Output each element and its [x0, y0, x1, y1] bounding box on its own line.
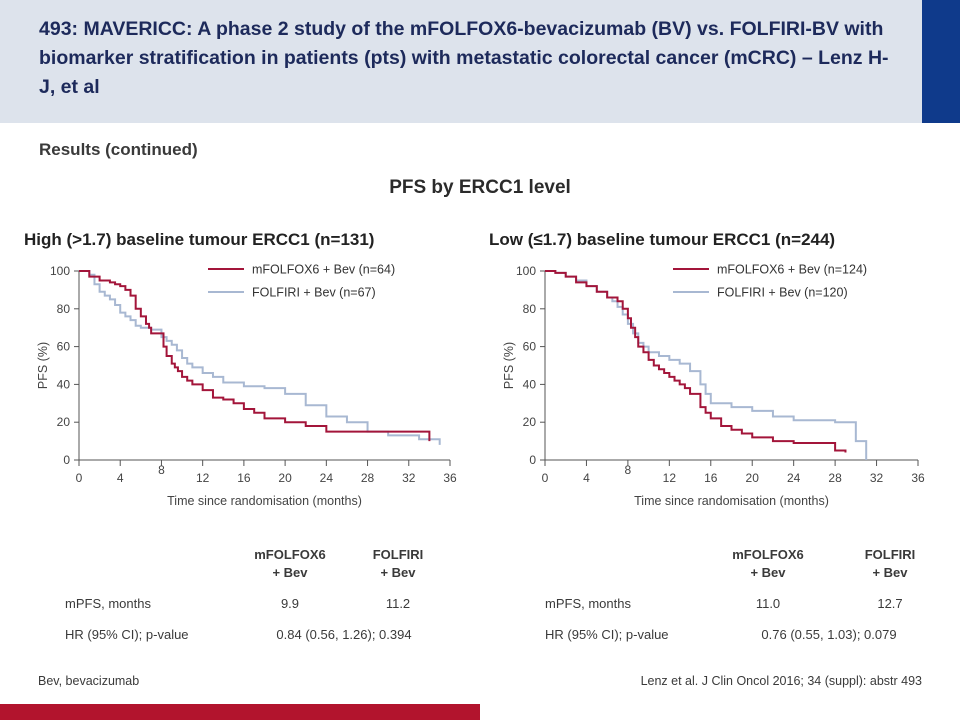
- right-x-tick-label: 16: [704, 471, 718, 485]
- right-row-mpfs-label: mPFS, months: [545, 596, 631, 611]
- right-x-tick-label: 4: [583, 471, 590, 485]
- left-x-tick-label: 16: [237, 471, 251, 485]
- left-y-tick-label: 20: [57, 415, 71, 429]
- left-x-tick-label: 24: [320, 471, 334, 485]
- left-y-tick-label: 80: [57, 302, 71, 316]
- left-y-tick-label: 100: [50, 264, 70, 278]
- left-x-tick-label: 12: [196, 471, 210, 485]
- right-y-tick-label: 100: [516, 264, 536, 278]
- right-col-header-mfolfox6: mFOLFOX6 + Bev: [732, 547, 804, 580]
- left-x-tick-label: 28: [361, 471, 375, 485]
- right-x-tick-label: 20: [746, 471, 760, 485]
- right-x-tick-label: 8: [625, 463, 632, 477]
- right-panel-title: Low (≤1.7) baseline tumour ERCC1 (n=244): [489, 230, 836, 249]
- header-accent-bar: [922, 0, 960, 123]
- header-banner: 493: MAVERICC: A phase 2 study of the mF…: [0, 0, 922, 123]
- right-mpfs-mfolfox6: 11.0: [755, 596, 781, 611]
- left-row-mpfs-label: mPFS, months: [65, 596, 151, 611]
- left-legend-label-mfolfox6: mFOLFOX6 + Bev (n=64): [252, 263, 395, 277]
- right-x-axis-label: Time since randomisation (months): [634, 494, 829, 508]
- right-col-header-folfiri: FOLFIRI + Bev: [864, 547, 916, 580]
- left-legend-label-folfiri: FOLFIRI + Bev (n=67): [252, 286, 376, 300]
- right-y-tick-label: 20: [523, 415, 537, 429]
- left-y-tick-label: 40: [57, 377, 71, 391]
- right-km-chart: 0 20 40 60 80 100 0 4 8 12 16 20 24 28 32 36 Time since …: [502, 263, 925, 509]
- right-x-tick-label: 12: [663, 471, 677, 485]
- right-y-tick-label: 60: [523, 340, 537, 354]
- right-y-tick-label: 80: [523, 302, 537, 316]
- footer-reference: Lenz et al. J Clin Oncol 2016; 34 (suppl…: [640, 674, 922, 688]
- right-y-axis-label: PFS (%): [502, 342, 516, 389]
- right-y-tick-label: 0: [529, 453, 536, 467]
- left-col-header-folfiri: FOLFIRI + Bev: [372, 547, 424, 580]
- left-y-axis-label: PFS (%): [36, 342, 50, 389]
- right-legend-label-mfolfox6: mFOLFOX6 + Bev (n=124): [717, 263, 867, 277]
- slide-title: 493: MAVERICC: A phase 2 study of the mF…: [39, 18, 889, 98]
- right-mpfs-folfiri: 12.7: [877, 596, 903, 611]
- right-x-tick-label: 28: [828, 471, 842, 485]
- left-col-header-mfolfox6: mFOLFOX6 + Bev: [254, 547, 326, 580]
- right-x-tick-label: 36: [911, 471, 925, 485]
- left-series-folfiri: [79, 270, 441, 445]
- left-mpfs-mfolfox6: 9.9: [280, 596, 300, 611]
- left-x-axis-label: Time since randomisation (months): [167, 494, 362, 508]
- right-y-tick-label: 40: [523, 377, 537, 391]
- left-x-tick-label: 8: [158, 463, 165, 477]
- right-x-tick-label: 32: [870, 471, 884, 485]
- left-row-hr-label: HR (95% CI); p-value: [65, 627, 189, 642]
- left-hr-value: 0.84 (0.56, 1.26); 0.394: [276, 627, 412, 642]
- right-x-tick-label: 24: [787, 471, 801, 485]
- right-series-mfolfox6: [545, 270, 847, 453]
- left-y-tick-label: 60: [57, 340, 71, 354]
- left-x-tick-label: 36: [443, 471, 457, 485]
- left-x-tick-label: 0: [76, 471, 83, 485]
- section-subheading: Results (continued): [39, 140, 198, 159]
- footer-abbreviation: Bev, bevacizumab: [38, 674, 140, 688]
- right-row-hr-label: HR (95% CI); p-value: [545, 627, 669, 642]
- left-panel-title: High (>1.7) baseline tumour ERCC1 (n=131…: [24, 230, 375, 249]
- left-km-chart: 0 20 40 60 80 100 0 4 8 12 16 20 24 28 32 36 Time since …: [36, 263, 457, 509]
- right-legend-label-folfiri: FOLFIRI + Bev (n=120): [717, 286, 848, 300]
- left-x-tick-label: 4: [117, 471, 124, 485]
- right-x-tick-label: 0: [542, 471, 549, 485]
- right-hr-value: 0.76 (0.55, 1.03); 0.079: [761, 627, 897, 642]
- left-mpfs-folfiri: 11.2: [385, 596, 411, 611]
- left-y-tick-label: 0: [63, 453, 70, 467]
- left-x-tick-label: 32: [402, 471, 416, 485]
- figure-title: PFS by ERCC1 level: [389, 177, 571, 198]
- left-x-tick-label: 20: [278, 471, 292, 485]
- left-series-mfolfox6: [79, 270, 431, 442]
- footer-accent-bar: [0, 704, 480, 720]
